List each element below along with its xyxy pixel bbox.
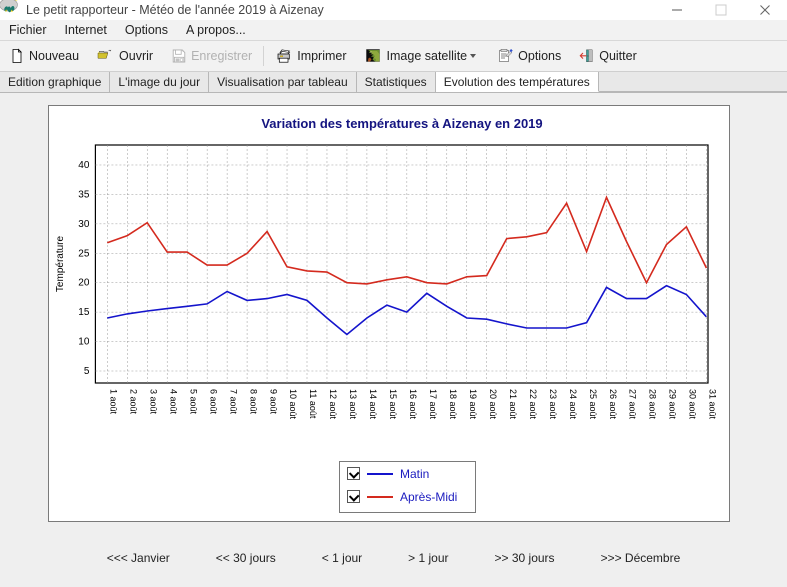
svg-text:15 août: 15 août [388, 389, 398, 420]
svg-text:12 août: 12 août [328, 389, 338, 420]
svg-text:27 août: 27 août [628, 389, 638, 420]
svg-text:3 août: 3 août [148, 389, 158, 415]
svg-text:1 août: 1 août [109, 389, 119, 415]
svg-text:35: 35 [78, 189, 90, 200]
svg-text:23 août: 23 août [548, 389, 558, 420]
svg-text:20: 20 [78, 278, 90, 289]
svg-text:2 août: 2 août [128, 389, 138, 415]
svg-text:19 août: 19 août [468, 389, 478, 420]
svg-text:8 août: 8 août [248, 389, 258, 415]
svg-text:31 août: 31 août [708, 389, 718, 420]
svg-text:29 août: 29 août [668, 389, 678, 420]
svg-text:26 août: 26 août [608, 389, 618, 420]
svg-text:28 août: 28 août [648, 389, 658, 420]
svg-text:30: 30 [78, 219, 90, 230]
svg-text:20 août: 20 août [488, 389, 498, 420]
svg-text:18 août: 18 août [448, 389, 458, 420]
svg-text:15: 15 [78, 307, 90, 318]
svg-text:25: 25 [78, 248, 90, 259]
svg-text:6 août: 6 août [208, 389, 218, 415]
svg-text:14 août: 14 août [368, 389, 378, 420]
svg-text:40: 40 [78, 160, 90, 171]
svg-text:Variation des températures à A: Variation des températures à Aizenay en … [261, 116, 542, 131]
svg-text:25 août: 25 août [588, 389, 598, 420]
svg-text:11 août: 11 août [308, 389, 318, 419]
svg-text:21 août: 21 août [508, 389, 518, 420]
svg-text:Température: Température [55, 235, 66, 292]
svg-text:4 août: 4 août [168, 389, 178, 415]
svg-text:5: 5 [84, 366, 90, 377]
svg-text:5 août: 5 août [188, 389, 198, 415]
svg-text:30 août: 30 août [688, 389, 698, 420]
svg-text:16 août: 16 août [408, 389, 418, 420]
svg-text:7 août: 7 août [228, 389, 238, 415]
svg-text:10 août: 10 août [288, 389, 298, 420]
svg-text:24 août: 24 août [568, 389, 578, 420]
svg-text:10: 10 [78, 337, 90, 348]
svg-text:17 août: 17 août [428, 389, 438, 420]
svg-text:13 août: 13 août [348, 389, 358, 420]
svg-text:9 août: 9 août [268, 389, 278, 415]
svg-text:22 août: 22 août [528, 389, 538, 420]
